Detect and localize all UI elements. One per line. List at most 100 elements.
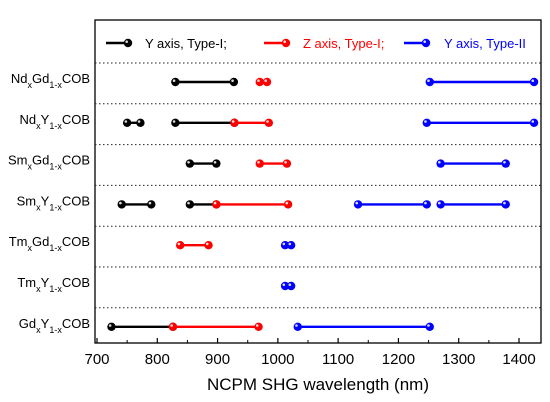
category-label: NdxGd1-xCOB xyxy=(11,71,90,90)
point-highlight xyxy=(531,79,535,82)
point-highlight xyxy=(282,242,286,246)
point-highlight xyxy=(213,201,217,205)
legend-label: Z axis, Type-I; xyxy=(303,36,384,51)
point-highlight xyxy=(438,161,441,164)
point-highlight xyxy=(231,120,235,123)
data-point xyxy=(212,200,221,209)
category-label: SmxY1-xCOB xyxy=(17,193,90,212)
point-highlight xyxy=(172,120,176,123)
point-highlight xyxy=(177,242,181,246)
data-point xyxy=(255,77,264,87)
x-tick-label: 900 xyxy=(205,351,230,368)
plot-frame xyxy=(94,19,542,344)
point-highlight xyxy=(295,324,298,327)
point-highlight xyxy=(423,40,427,43)
data-point xyxy=(286,281,296,291)
category-label: GdxY1-xCOB xyxy=(19,316,90,335)
point-highlight xyxy=(170,324,173,327)
point-highlight xyxy=(125,40,128,43)
point-highlight xyxy=(257,79,260,82)
data-point xyxy=(425,322,434,331)
point-highlight xyxy=(205,242,209,246)
data-point xyxy=(283,200,293,209)
point-highlight xyxy=(288,242,292,246)
row-separators xyxy=(95,62,541,309)
data-point xyxy=(171,118,180,128)
data-point xyxy=(136,118,145,128)
x-tick-label: 1000 xyxy=(261,351,294,368)
data-point xyxy=(168,322,178,331)
point-highlight xyxy=(119,201,122,205)
point-highlight xyxy=(264,79,268,82)
data-point xyxy=(255,159,264,168)
data-point xyxy=(421,38,431,48)
point-highlight xyxy=(282,283,286,287)
category-label: NdxY1-xCOB xyxy=(20,112,90,131)
point-highlight xyxy=(424,201,427,205)
point-highlight xyxy=(187,201,190,205)
x-tick-label: 800 xyxy=(145,351,170,368)
x-tick-label: 1400 xyxy=(502,351,535,368)
data-point xyxy=(501,159,510,168)
category-label: TmxY1-xCOB xyxy=(17,275,90,294)
point-highlight xyxy=(424,120,427,123)
point-highlight xyxy=(283,40,287,43)
point-highlight xyxy=(266,120,269,123)
data-point xyxy=(122,118,132,128)
x-tick-label: 1300 xyxy=(442,351,475,368)
point-highlight xyxy=(503,161,506,164)
point-highlight xyxy=(124,120,128,123)
data-point xyxy=(264,118,274,128)
data-point xyxy=(422,118,431,128)
data-point xyxy=(282,159,292,168)
x-tick-label: 1200 xyxy=(382,351,415,368)
data-segments xyxy=(107,77,539,331)
data-point xyxy=(529,77,539,87)
data-point xyxy=(147,200,156,209)
point-highlight xyxy=(231,79,234,82)
category-labels: NdxGd1-xCOB NdxY1-xCOB SmxGd1-xCOB SmxY1-xC… xyxy=(8,71,90,335)
x-tick-label: 700 xyxy=(84,351,109,368)
data-point xyxy=(204,241,213,250)
legend: Y axis, Type-I; Z axis, Type-I; Y axis, Ty… xyxy=(106,36,526,51)
legend-label: Y axis, Type-I; xyxy=(145,36,227,51)
x-axis: 700 800 900 1000 1100 1200 1300 1400 xyxy=(84,338,536,368)
point-highlight xyxy=(255,324,259,327)
point-highlight xyxy=(503,201,506,205)
data-point xyxy=(212,159,221,168)
point-highlight xyxy=(284,161,287,164)
point-highlight xyxy=(531,120,535,123)
x-axis-label: NCPM SHG wavelength (nm) xyxy=(207,375,429,394)
point-highlight xyxy=(427,324,430,327)
data-point xyxy=(123,38,133,48)
data-point xyxy=(185,200,195,209)
point-highlight xyxy=(257,161,260,164)
point-highlight xyxy=(172,79,176,82)
data-point xyxy=(262,77,272,87)
data-point xyxy=(286,241,296,250)
point-highlight xyxy=(427,79,430,82)
point-highlight xyxy=(438,201,441,205)
data-point xyxy=(293,322,302,331)
data-point xyxy=(353,200,363,209)
data-point xyxy=(229,77,239,87)
data-point xyxy=(117,200,126,209)
point-highlight xyxy=(187,161,190,164)
data-point xyxy=(425,77,434,87)
data-point xyxy=(107,322,116,331)
data-point xyxy=(175,241,185,250)
point-highlight xyxy=(285,201,289,205)
data-point xyxy=(230,118,239,128)
point-highlight xyxy=(288,283,292,287)
data-point xyxy=(254,322,263,331)
point-highlight xyxy=(148,201,152,205)
legend-label: Y axis, Type-II xyxy=(444,36,526,51)
data-point xyxy=(436,200,445,209)
point-highlight xyxy=(108,324,112,327)
point-highlight xyxy=(137,120,141,123)
data-point xyxy=(422,200,431,209)
category-label: TmxGd1-xCOB xyxy=(9,234,90,253)
x-tick-label: 1100 xyxy=(322,351,354,368)
data-point xyxy=(501,200,510,209)
